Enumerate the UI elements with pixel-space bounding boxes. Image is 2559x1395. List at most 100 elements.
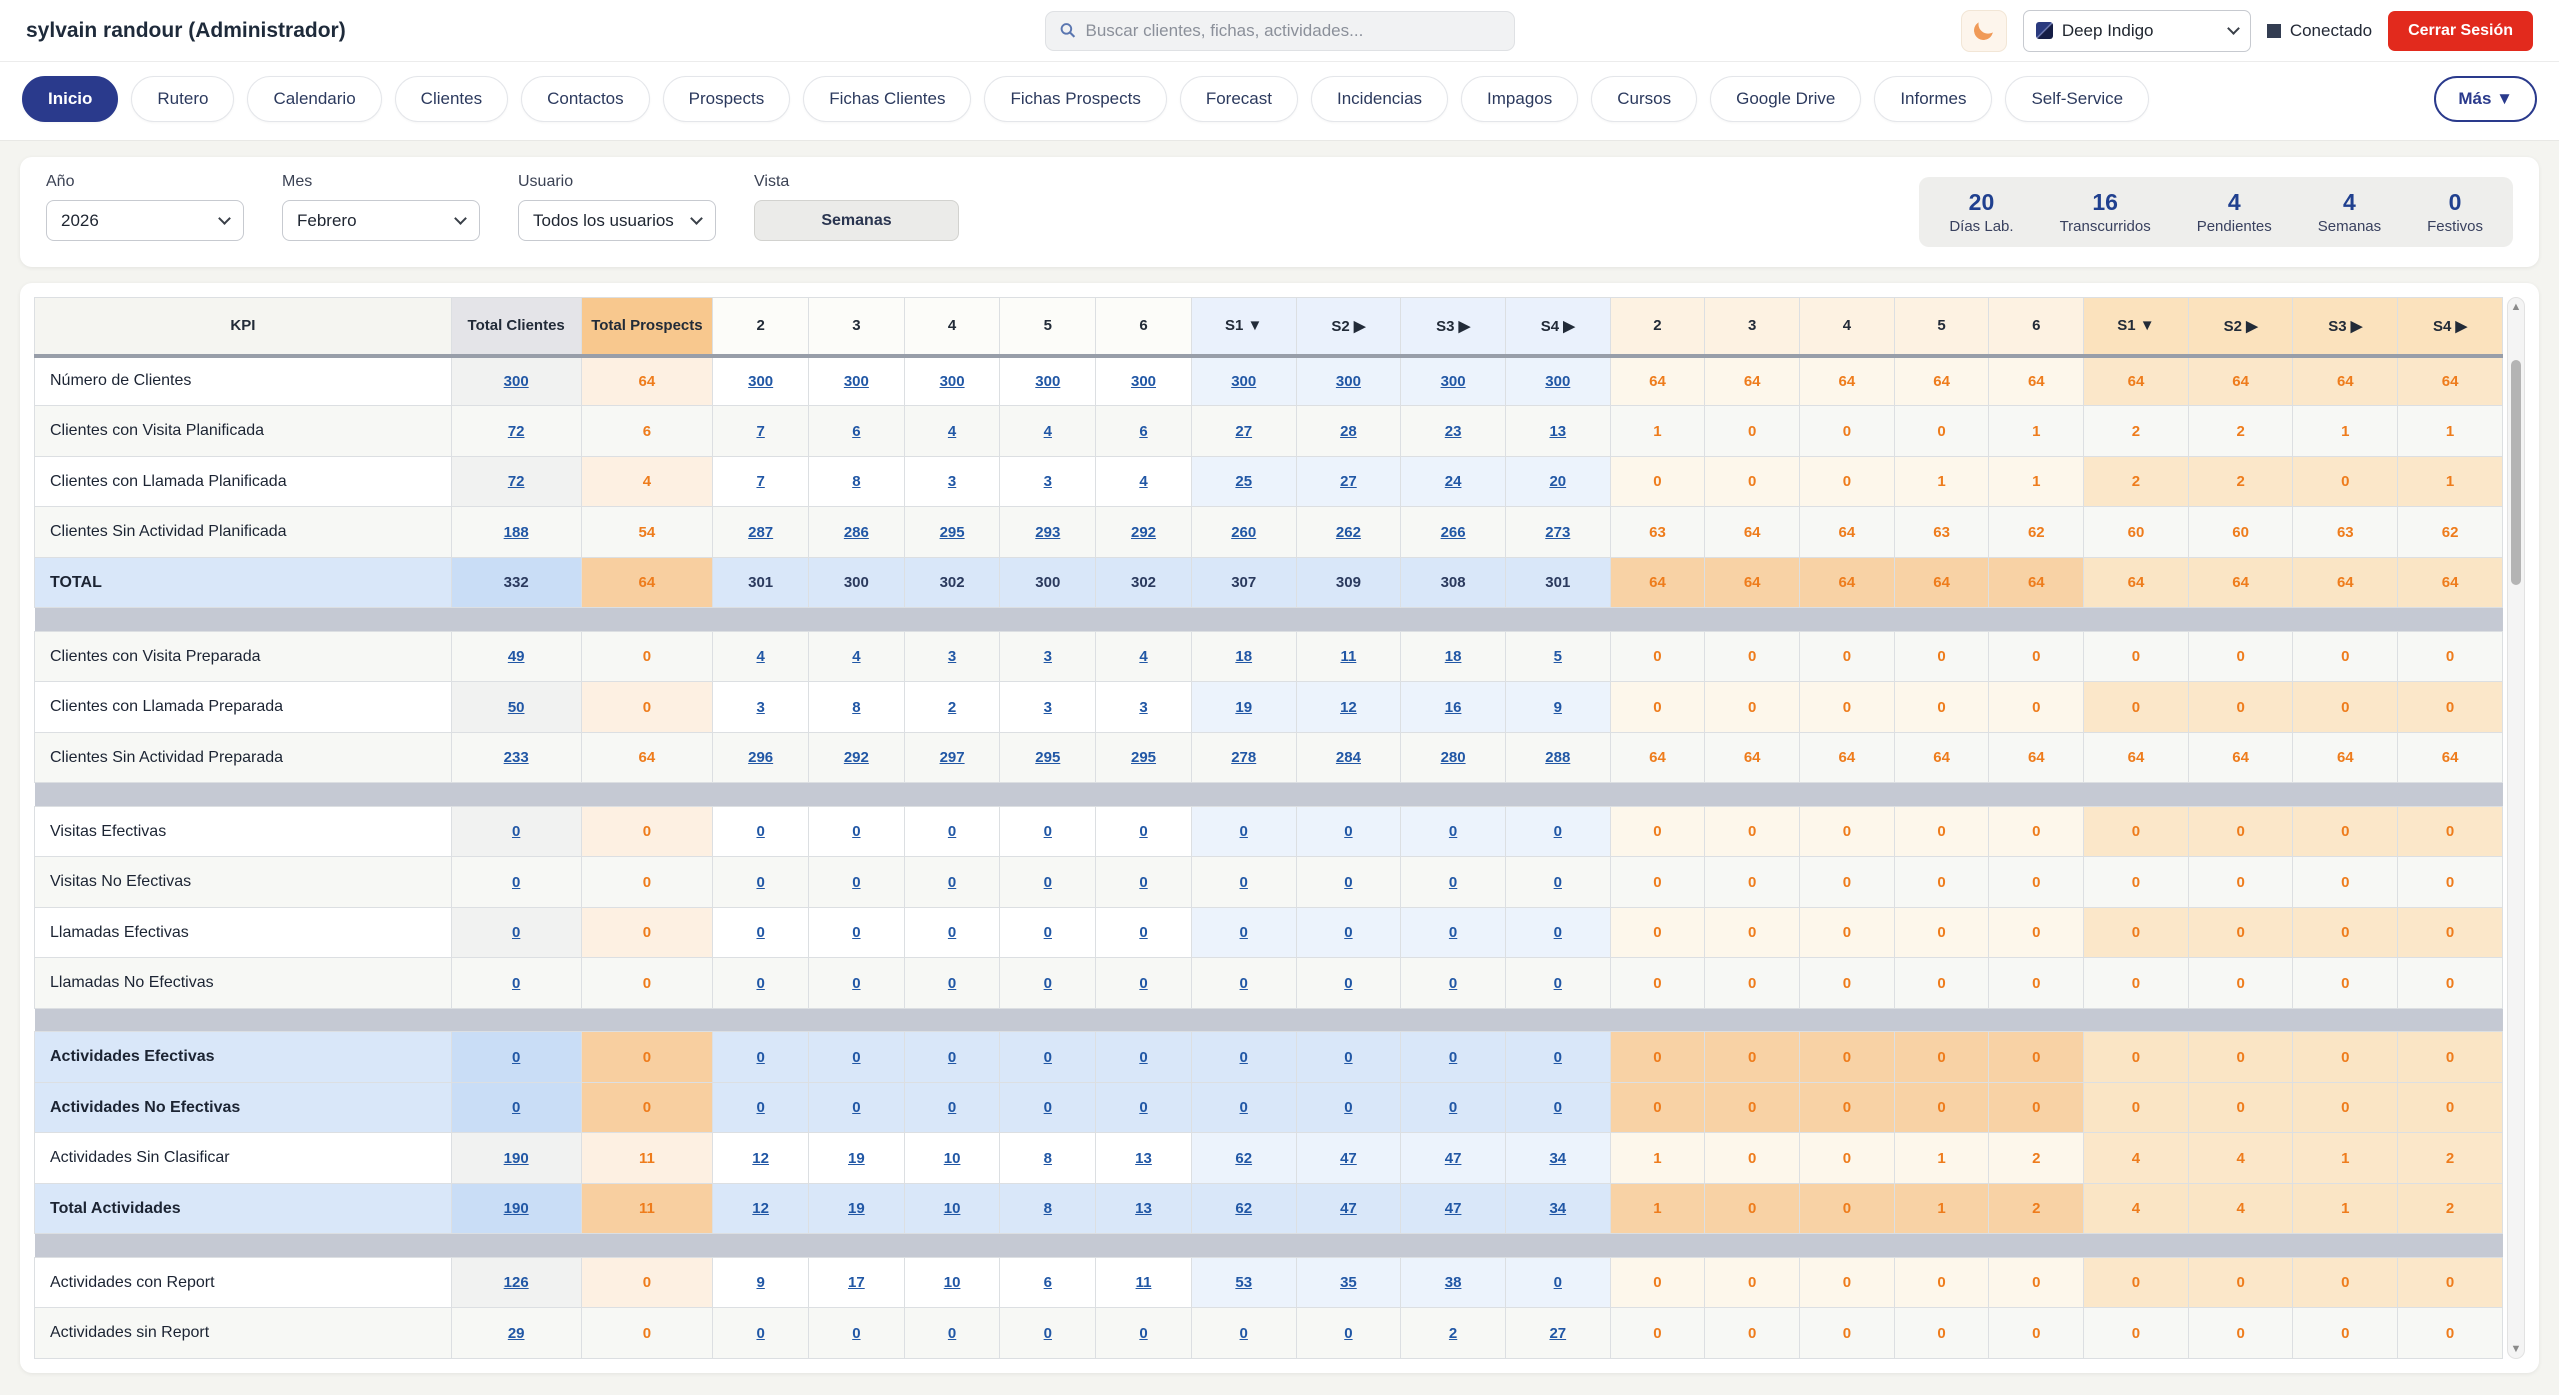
client-value-link[interactable]: 12 [752, 1200, 769, 1217]
client-value-link[interactable]: 0 [1139, 874, 1147, 891]
tab-informes[interactable]: Informes [1874, 76, 1992, 122]
client-value-link[interactable]: 0 [852, 874, 860, 891]
scrollbar-thumb[interactable] [2511, 360, 2521, 585]
client-value-link[interactable]: 0 [1344, 1049, 1352, 1066]
client-value-link[interactable]: 0 [1044, 924, 1052, 941]
scroll-down-icon[interactable]: ▼ [2511, 1342, 2522, 1356]
client-value-link[interactable]: 47 [1445, 1200, 1462, 1217]
client-value-link[interactable]: 3 [948, 648, 956, 665]
client-value-link[interactable]: 19 [848, 1150, 865, 1167]
client-value-link[interactable]: 300 [1131, 373, 1156, 390]
client-value-link[interactable]: 10 [944, 1150, 961, 1167]
client-value-link[interactable]: 4 [852, 648, 860, 665]
col-header-prospect-s3[interactable]: S3 ▶ [2293, 298, 2398, 356]
client-value-link[interactable]: 0 [1044, 1099, 1052, 1116]
client-value-link[interactable]: 27 [1235, 423, 1252, 440]
client-value-link[interactable]: 62 [1235, 1150, 1252, 1167]
client-value-link[interactable]: 0 [1449, 975, 1457, 992]
col-header-client-s2[interactable]: S2 ▶ [1296, 298, 1401, 356]
client-value-link[interactable]: 0 [756, 823, 764, 840]
client-value-link[interactable]: 6 [852, 423, 860, 440]
client-value-link[interactable]: 72 [508, 473, 525, 490]
logout-button[interactable]: Cerrar Sesión [2388, 11, 2533, 51]
client-value-link[interactable]: 300 [844, 373, 869, 390]
client-value-link[interactable]: 0 [852, 1049, 860, 1066]
client-value-link[interactable]: 287 [748, 524, 773, 541]
client-value-link[interactable]: 0 [1240, 874, 1248, 891]
client-value-link[interactable]: 16 [1445, 699, 1462, 716]
client-value-link[interactable]: 190 [504, 1200, 529, 1217]
client-value-link[interactable]: 4 [756, 648, 764, 665]
client-value-link[interactable]: 300 [504, 373, 529, 390]
client-value-link[interactable]: 260 [1231, 524, 1256, 541]
client-value-link[interactable]: 0 [948, 874, 956, 891]
client-value-link[interactable]: 9 [1554, 699, 1562, 716]
client-value-link[interactable]: 188 [504, 524, 529, 541]
col-header-client-s1[interactable]: S1 ▼ [1191, 298, 1296, 356]
client-value-link[interactable]: 12 [1340, 699, 1357, 716]
client-value-link[interactable]: 7 [756, 423, 764, 440]
client-value-link[interactable]: 0 [1139, 1099, 1147, 1116]
client-value-link[interactable]: 4 [1139, 473, 1147, 490]
client-value-link[interactable]: 0 [1449, 1099, 1457, 1116]
search-input[interactable] [1086, 21, 1500, 41]
tab-rutero[interactable]: Rutero [131, 76, 234, 122]
client-value-link[interactable]: 0 [852, 1325, 860, 1342]
client-value-link[interactable]: 0 [1044, 975, 1052, 992]
client-value-link[interactable]: 0 [1240, 1049, 1248, 1066]
client-value-link[interactable]: 292 [1131, 524, 1156, 541]
client-value-link[interactable]: 18 [1445, 648, 1462, 665]
client-value-link[interactable]: 53 [1235, 1274, 1252, 1291]
client-value-link[interactable]: 0 [948, 975, 956, 992]
client-value-link[interactable]: 34 [1549, 1200, 1566, 1217]
view-semanas-button[interactable]: Semanas [754, 200, 959, 241]
tab-calendario[interactable]: Calendario [247, 76, 381, 122]
client-value-link[interactable]: 300 [1545, 373, 1570, 390]
client-value-link[interactable]: 0 [1044, 874, 1052, 891]
client-value-link[interactable]: 0 [1554, 823, 1562, 840]
client-value-link[interactable]: 38 [1445, 1274, 1462, 1291]
client-value-link[interactable]: 0 [1344, 975, 1352, 992]
client-value-link[interactable]: 0 [756, 874, 764, 891]
tab-forecast[interactable]: Forecast [1180, 76, 1298, 122]
client-value-link[interactable]: 0 [1554, 924, 1562, 941]
client-value-link[interactable]: 0 [1449, 1049, 1457, 1066]
client-value-link[interactable]: 13 [1135, 1200, 1152, 1217]
client-value-link[interactable]: 295 [1131, 749, 1156, 766]
user-select[interactable]: Todos los usuarios [518, 200, 716, 241]
client-value-link[interactable]: 0 [1344, 823, 1352, 840]
client-value-link[interactable]: 0 [948, 823, 956, 840]
client-value-link[interactable]: 0 [1449, 924, 1457, 941]
client-value-link[interactable]: 300 [1441, 373, 1466, 390]
client-value-link[interactable]: 273 [1545, 524, 1570, 541]
client-value-link[interactable]: 0 [1139, 1325, 1147, 1342]
client-value-link[interactable]: 4 [1044, 423, 1052, 440]
client-value-link[interactable]: 17 [848, 1274, 865, 1291]
client-value-link[interactable]: 62 [1235, 1200, 1252, 1217]
client-value-link[interactable]: 0 [1044, 823, 1052, 840]
year-select[interactable]: 2026 [46, 200, 244, 241]
client-value-link[interactable]: 262 [1336, 524, 1361, 541]
client-value-link[interactable]: 280 [1441, 749, 1466, 766]
client-value-link[interactable]: 0 [1240, 823, 1248, 840]
client-value-link[interactable]: 10 [944, 1200, 961, 1217]
client-value-link[interactable]: 28 [1340, 423, 1357, 440]
client-value-link[interactable]: 34 [1549, 1150, 1566, 1167]
tab-contactos[interactable]: Contactos [521, 76, 650, 122]
client-value-link[interactable]: 3 [756, 699, 764, 716]
vertical-scrollbar[interactable]: ▲ ▼ [2507, 297, 2525, 1359]
tab-fichas-clientes[interactable]: Fichas Clientes [803, 76, 971, 122]
tab-clientes[interactable]: Clientes [395, 76, 508, 122]
client-value-link[interactable]: 300 [748, 373, 773, 390]
client-value-link[interactable]: 13 [1549, 423, 1566, 440]
client-value-link[interactable]: 8 [852, 699, 860, 716]
client-value-link[interactable]: 0 [948, 1099, 956, 1116]
tab-google-drive[interactable]: Google Drive [1710, 76, 1861, 122]
client-value-link[interactable]: 35 [1340, 1274, 1357, 1291]
client-value-link[interactable]: 0 [512, 1049, 520, 1066]
col-header-prospect-s2[interactable]: S2 ▶ [2188, 298, 2293, 356]
client-value-link[interactable]: 0 [1240, 1325, 1248, 1342]
client-value-link[interactable]: 293 [1035, 524, 1060, 541]
client-value-link[interactable]: 0 [1344, 1099, 1352, 1116]
tab-incidencias[interactable]: Incidencias [1311, 76, 1448, 122]
